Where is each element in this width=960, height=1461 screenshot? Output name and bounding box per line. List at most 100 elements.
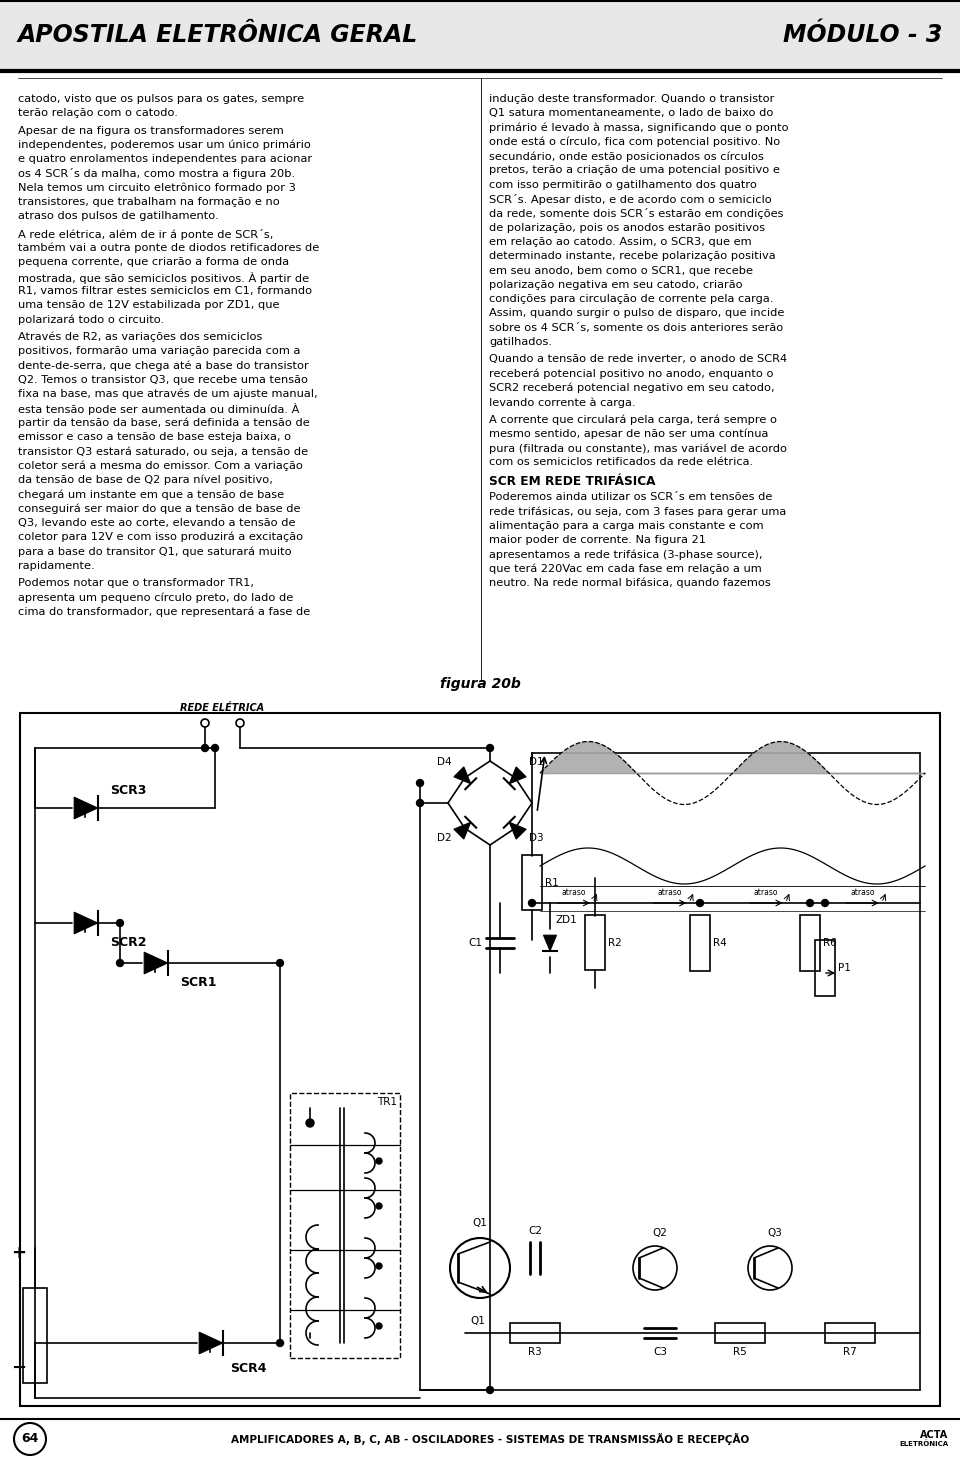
Polygon shape: [454, 767, 470, 783]
Text: para a base do transitor Q1, que saturará muito: para a base do transitor Q1, que saturar…: [18, 546, 292, 557]
Text: emissor e caso a tensão de base esteja baixa, o: emissor e caso a tensão de base esteja b…: [18, 432, 291, 441]
Circle shape: [306, 1119, 314, 1126]
Text: catodo, visto que os pulsos para os gates, sempre: catodo, visto que os pulsos para os gate…: [18, 94, 304, 104]
Text: Q1: Q1: [472, 1218, 488, 1229]
Circle shape: [14, 1423, 46, 1455]
Polygon shape: [509, 767, 526, 783]
Circle shape: [487, 745, 493, 751]
Circle shape: [116, 919, 124, 926]
Text: maior poder de corrente. Na figura 21: maior poder de corrente. Na figura 21: [489, 535, 706, 545]
Text: sobre os 4 SCR´s, somente os dois anteriores serão: sobre os 4 SCR´s, somente os dois anteri…: [489, 323, 783, 333]
Text: de polarização, pois os anodos estarão positivos: de polarização, pois os anodos estarão p…: [489, 222, 765, 232]
Text: primário é levado à massa, significando que o ponto: primário é levado à massa, significando …: [489, 123, 788, 133]
Text: R6: R6: [823, 938, 837, 948]
Text: A corrente que circulará pela carga, terá sempre o: A corrente que circulará pela carga, ter…: [489, 415, 777, 425]
Text: transistor Q3 estará saturado, ou seja, a tensão de: transistor Q3 estará saturado, ou seja, …: [18, 446, 308, 457]
Text: +: +: [12, 1243, 27, 1262]
Polygon shape: [74, 798, 98, 818]
Text: R7: R7: [843, 1347, 857, 1357]
Bar: [825, 1324, 875, 1343]
Bar: [715, 1324, 765, 1343]
Circle shape: [236, 719, 244, 728]
Text: SCR´s. Apesar disto, e de acordo com o semiciclo: SCR´s. Apesar disto, e de acordo com o s…: [489, 194, 772, 205]
Text: levando corrente à carga.: levando corrente à carga.: [489, 397, 636, 408]
Text: atraso: atraso: [658, 888, 683, 897]
Text: R1, vamos filtrar estes semiciclos em C1, formando: R1, vamos filtrar estes semiciclos em C1…: [18, 286, 312, 297]
Text: os 4 SCR´s da malha, como mostra a figura 20b.: os 4 SCR´s da malha, como mostra a figur…: [18, 168, 295, 180]
Circle shape: [202, 745, 208, 751]
Bar: [290, 1093, 400, 1359]
Text: cima do transformador, que representará a fase de: cima do transformador, que representará …: [18, 606, 310, 617]
Text: SCR3: SCR3: [110, 783, 146, 796]
Text: ZD1: ZD1: [555, 915, 577, 925]
Circle shape: [376, 1202, 382, 1210]
Text: P1: P1: [838, 963, 851, 973]
Text: esta tensão pode ser aumentada ou diminuída. À: esta tensão pode ser aumentada ou diminu…: [18, 403, 300, 415]
Text: D1: D1: [529, 757, 543, 767]
Text: D4: D4: [437, 757, 451, 767]
Text: gatilhados.: gatilhados.: [489, 337, 552, 348]
Text: atraso: atraso: [562, 888, 586, 897]
Polygon shape: [74, 912, 98, 934]
Text: atraso: atraso: [754, 888, 779, 897]
Text: −: −: [12, 1359, 27, 1378]
Text: atraso dos pulsos de gatilhamento.: atraso dos pulsos de gatilhamento.: [18, 212, 219, 222]
Text: A rede elétrica, além de ir á ponte de SCR´s,: A rede elétrica, além de ir á ponte de S…: [18, 229, 274, 240]
Bar: [522, 855, 542, 910]
Circle shape: [211, 745, 219, 751]
Text: SCR1: SCR1: [180, 976, 217, 989]
Circle shape: [201, 719, 209, 728]
Text: em seu anodo, bem como o SCR1, que recebe: em seu anodo, bem como o SCR1, que receb…: [489, 266, 753, 276]
Text: alimentação para a carga mais constante e com: alimentação para a carga mais constante …: [489, 520, 763, 530]
Text: indução deste transformador. Quando o transistor: indução deste transformador. Quando o tr…: [489, 94, 775, 104]
Text: C1: C1: [468, 938, 482, 948]
Text: MÓDULO - 3: MÓDULO - 3: [782, 23, 942, 48]
Text: D3: D3: [529, 833, 543, 843]
Text: REDE ELÉTRICA: REDE ELÉTRICA: [180, 703, 265, 713]
Text: R2: R2: [608, 938, 622, 948]
Circle shape: [529, 900, 536, 906]
Text: Poderemos ainda utilizar os SCR´s em tensões de: Poderemos ainda utilizar os SCR´s em ten…: [489, 492, 773, 503]
Text: transistores, que trabalham na formação e no: transistores, que trabalham na formação …: [18, 197, 279, 207]
Text: C3: C3: [653, 1347, 667, 1357]
Text: partir da tensão da base, será definida a tensão de: partir da tensão da base, será definida …: [18, 418, 310, 428]
Text: pequena corrente, que criarão a forma de onda: pequena corrente, que criarão a forma de…: [18, 257, 289, 267]
Circle shape: [276, 1340, 283, 1347]
Text: em relação ao catodo. Assim, o SCR3, que em: em relação ao catodo. Assim, o SCR3, que…: [489, 237, 752, 247]
Text: SCR4: SCR4: [230, 1362, 267, 1375]
Text: independentes, poderemos usar um único primário: independentes, poderemos usar um único p…: [18, 140, 311, 150]
Text: APOSTILA ELETRÔNICA GERAL: APOSTILA ELETRÔNICA GERAL: [18, 23, 419, 48]
Text: C2: C2: [528, 1226, 542, 1236]
Text: dente-de-serra, que chega até a base do transistor: dente-de-serra, que chega até a base do …: [18, 361, 309, 371]
Polygon shape: [454, 823, 470, 839]
Text: onde está o círculo, fica com potencial positivo. No: onde está o círculo, fica com potencial …: [489, 137, 780, 148]
Text: Q2. Temos o transistor Q3, que recebe uma tensão: Q2. Temos o transistor Q3, que recebe um…: [18, 374, 308, 384]
Bar: [585, 915, 605, 970]
Text: apresentamos a rede trifásica (3-phase source),: apresentamos a rede trifásica (3-phase s…: [489, 549, 762, 560]
Text: com isso permitirão o gatilhamento dos quatro: com isso permitirão o gatilhamento dos q…: [489, 180, 756, 190]
Text: Podemos notar que o transformador TR1,: Podemos notar que o transformador TR1,: [18, 579, 254, 587]
Text: também vai a outra ponte de diodos retificadores de: também vai a outra ponte de diodos retif…: [18, 243, 320, 254]
Circle shape: [697, 900, 704, 906]
Text: ELETRÔNICA: ELETRÔNICA: [899, 1441, 948, 1448]
Text: polarização negativa em seu catodo, criarão: polarização negativa em seu catodo, cria…: [489, 281, 743, 289]
Bar: [800, 915, 820, 972]
Polygon shape: [200, 1332, 223, 1354]
Text: atraso: atraso: [851, 888, 875, 897]
Text: mesmo sentido, apesar de não ser uma contínua: mesmo sentido, apesar de não ser uma con…: [489, 430, 768, 440]
Text: Assim, quando surgir o pulso de disparo, que incide: Assim, quando surgir o pulso de disparo,…: [489, 308, 784, 318]
Circle shape: [376, 1262, 382, 1270]
Text: apresenta um pequeno círculo preto, do lado de: apresenta um pequeno círculo preto, do l…: [18, 592, 293, 603]
Polygon shape: [543, 935, 557, 951]
Text: receberá potencial positivo no anodo, enquanto o: receberá potencial positivo no anodo, en…: [489, 368, 774, 380]
Text: TR1: TR1: [377, 1097, 397, 1107]
Text: rapidamente.: rapidamente.: [18, 561, 95, 571]
Text: secundário, onde estão posicionados os círculos: secundário, onde estão posicionados os c…: [489, 150, 764, 162]
Bar: [0, 0, 960, 72]
Bar: [815, 939, 835, 996]
Circle shape: [417, 799, 423, 806]
Text: fixa na base, mas que através de um ajuste manual,: fixa na base, mas que através de um ajus…: [18, 389, 318, 399]
Text: Q3, levando este ao corte, elevando a tensão de: Q3, levando este ao corte, elevando a te…: [18, 517, 296, 527]
Text: da tensão de base de Q2 para nível positivo,: da tensão de base de Q2 para nível posit…: [18, 475, 273, 485]
Text: SCR2: SCR2: [110, 937, 147, 950]
